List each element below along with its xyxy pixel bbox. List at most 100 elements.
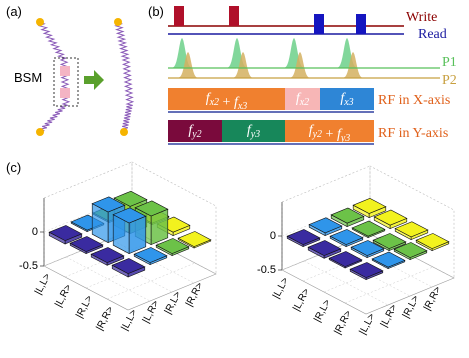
symbol: f bbox=[234, 95, 240, 110]
rf-block-label: fx3 bbox=[340, 91, 353, 108]
bsm-box bbox=[53, 57, 79, 107]
bar bbox=[112, 207, 147, 255]
bar-top bbox=[349, 262, 384, 278]
row-label: |R,L> bbox=[312, 298, 333, 324]
subscript: x3 bbox=[343, 97, 353, 108]
col-label: |R,R> bbox=[184, 281, 206, 309]
symbol: + bbox=[322, 127, 337, 142]
pump-pulses bbox=[172, 38, 363, 78]
bar bbox=[372, 233, 407, 252]
panel-label: (b) bbox=[148, 4, 164, 19]
rf-x-label: RF in X-axis bbox=[378, 93, 450, 108]
bar-plot: 0-0.5|L,L> |L,R> |R,L> |R,R> |L,L> |L,R> |R,L>… bbox=[19, 161, 217, 333]
bar-top bbox=[329, 229, 364, 245]
col-label: |L,L> bbox=[119, 308, 139, 333]
bar bbox=[329, 229, 364, 248]
rf-block bbox=[285, 88, 320, 110]
bar bbox=[415, 233, 450, 252]
bar-top bbox=[113, 190, 148, 207]
bar bbox=[393, 242, 428, 261]
rf-block-label: fy2 + fy3 bbox=[309, 123, 351, 144]
rf-block bbox=[222, 120, 285, 142]
subscript: y2 bbox=[191, 129, 201, 140]
row-label: |R,R> bbox=[94, 305, 116, 333]
p2-label: P2 bbox=[442, 73, 457, 88]
bar-top bbox=[112, 207, 147, 224]
bar bbox=[155, 238, 190, 257]
density-plots: 0-0.5|L,L> |L,R> |R,L> |R,R> |L,L> |L,R> |R,L>… bbox=[19, 161, 455, 337]
floor bbox=[43, 229, 217, 311]
bar-top bbox=[133, 247, 168, 263]
bar-top bbox=[111, 258, 146, 274]
bar-top bbox=[134, 200, 169, 217]
symbol: + bbox=[219, 95, 234, 110]
rf-block-label: fy2 bbox=[188, 123, 201, 140]
bar-top bbox=[308, 217, 343, 234]
spring bbox=[114, 21, 135, 133]
bar-top bbox=[91, 196, 126, 213]
p1-label: P1 bbox=[442, 55, 457, 70]
bar-top bbox=[393, 242, 428, 258]
bar bbox=[349, 262, 384, 281]
subscript: y2 bbox=[312, 129, 322, 140]
rf-block bbox=[320, 88, 374, 110]
symbol: f bbox=[296, 91, 302, 106]
rf-y-label: RF in Y-axis bbox=[378, 126, 448, 141]
bar-top bbox=[48, 225, 83, 241]
bsm-label: BSM bbox=[14, 70, 42, 85]
z-tick-label: 0 bbox=[32, 226, 38, 238]
write-pulse bbox=[174, 6, 184, 26]
bar-top bbox=[394, 221, 429, 238]
col-label: |R,R> bbox=[422, 285, 444, 313]
col-label: |L,R> bbox=[141, 299, 162, 325]
read-pulse bbox=[314, 14, 324, 34]
atom bbox=[36, 128, 44, 136]
bar bbox=[330, 207, 365, 228]
col-label: |R,L> bbox=[163, 290, 184, 316]
row-label: |L,L> bbox=[271, 276, 291, 301]
bar bbox=[48, 225, 83, 245]
subscript: y3 bbox=[250, 129, 260, 140]
bar bbox=[286, 229, 321, 248]
bar-top bbox=[69, 236, 104, 252]
bar-top bbox=[372, 233, 407, 249]
z-tick-label: -0.5 bbox=[257, 264, 276, 276]
col-label: |L,L> bbox=[357, 312, 377, 337]
bar bbox=[371, 251, 406, 270]
bar-top bbox=[177, 231, 212, 247]
bar-plot: 0-0.5|L,L> |L,R> |R,L> |R,R> |L,L> |L,R> |R,L>… bbox=[257, 165, 455, 337]
bar-top bbox=[328, 251, 363, 267]
bar bbox=[394, 221, 429, 241]
pump-pulse bbox=[343, 52, 363, 78]
bar bbox=[373, 209, 408, 230]
bar bbox=[350, 240, 385, 259]
pump-pulse bbox=[233, 52, 253, 78]
bar-top bbox=[373, 209, 408, 226]
symbol: f bbox=[206, 91, 212, 106]
symbol: f bbox=[337, 127, 343, 142]
rf-block bbox=[168, 88, 285, 110]
bar-top bbox=[307, 240, 342, 256]
bar-top bbox=[330, 207, 365, 224]
row-label: |R,R> bbox=[332, 309, 354, 337]
pump-pulse bbox=[290, 52, 310, 78]
symbol: f bbox=[247, 123, 253, 138]
subscript: x2 bbox=[299, 97, 309, 108]
rf-block-label: fx2 + fx3 bbox=[206, 91, 248, 112]
z-tick-label: -0.5 bbox=[19, 260, 38, 272]
panel-label: (c) bbox=[6, 160, 21, 175]
detector bbox=[60, 88, 70, 98]
detector bbox=[60, 66, 70, 76]
pump-pulse bbox=[178, 52, 198, 78]
rf-block bbox=[168, 120, 222, 142]
subscript: y3 bbox=[340, 133, 350, 144]
rf-block bbox=[285, 120, 374, 142]
row-label: |R,L> bbox=[74, 294, 95, 320]
bar bbox=[133, 247, 168, 266]
photon-chains bbox=[36, 18, 135, 136]
bar bbox=[111, 258, 146, 278]
row-label: |L,R> bbox=[53, 283, 74, 309]
bar bbox=[351, 220, 386, 239]
bar bbox=[307, 240, 342, 259]
